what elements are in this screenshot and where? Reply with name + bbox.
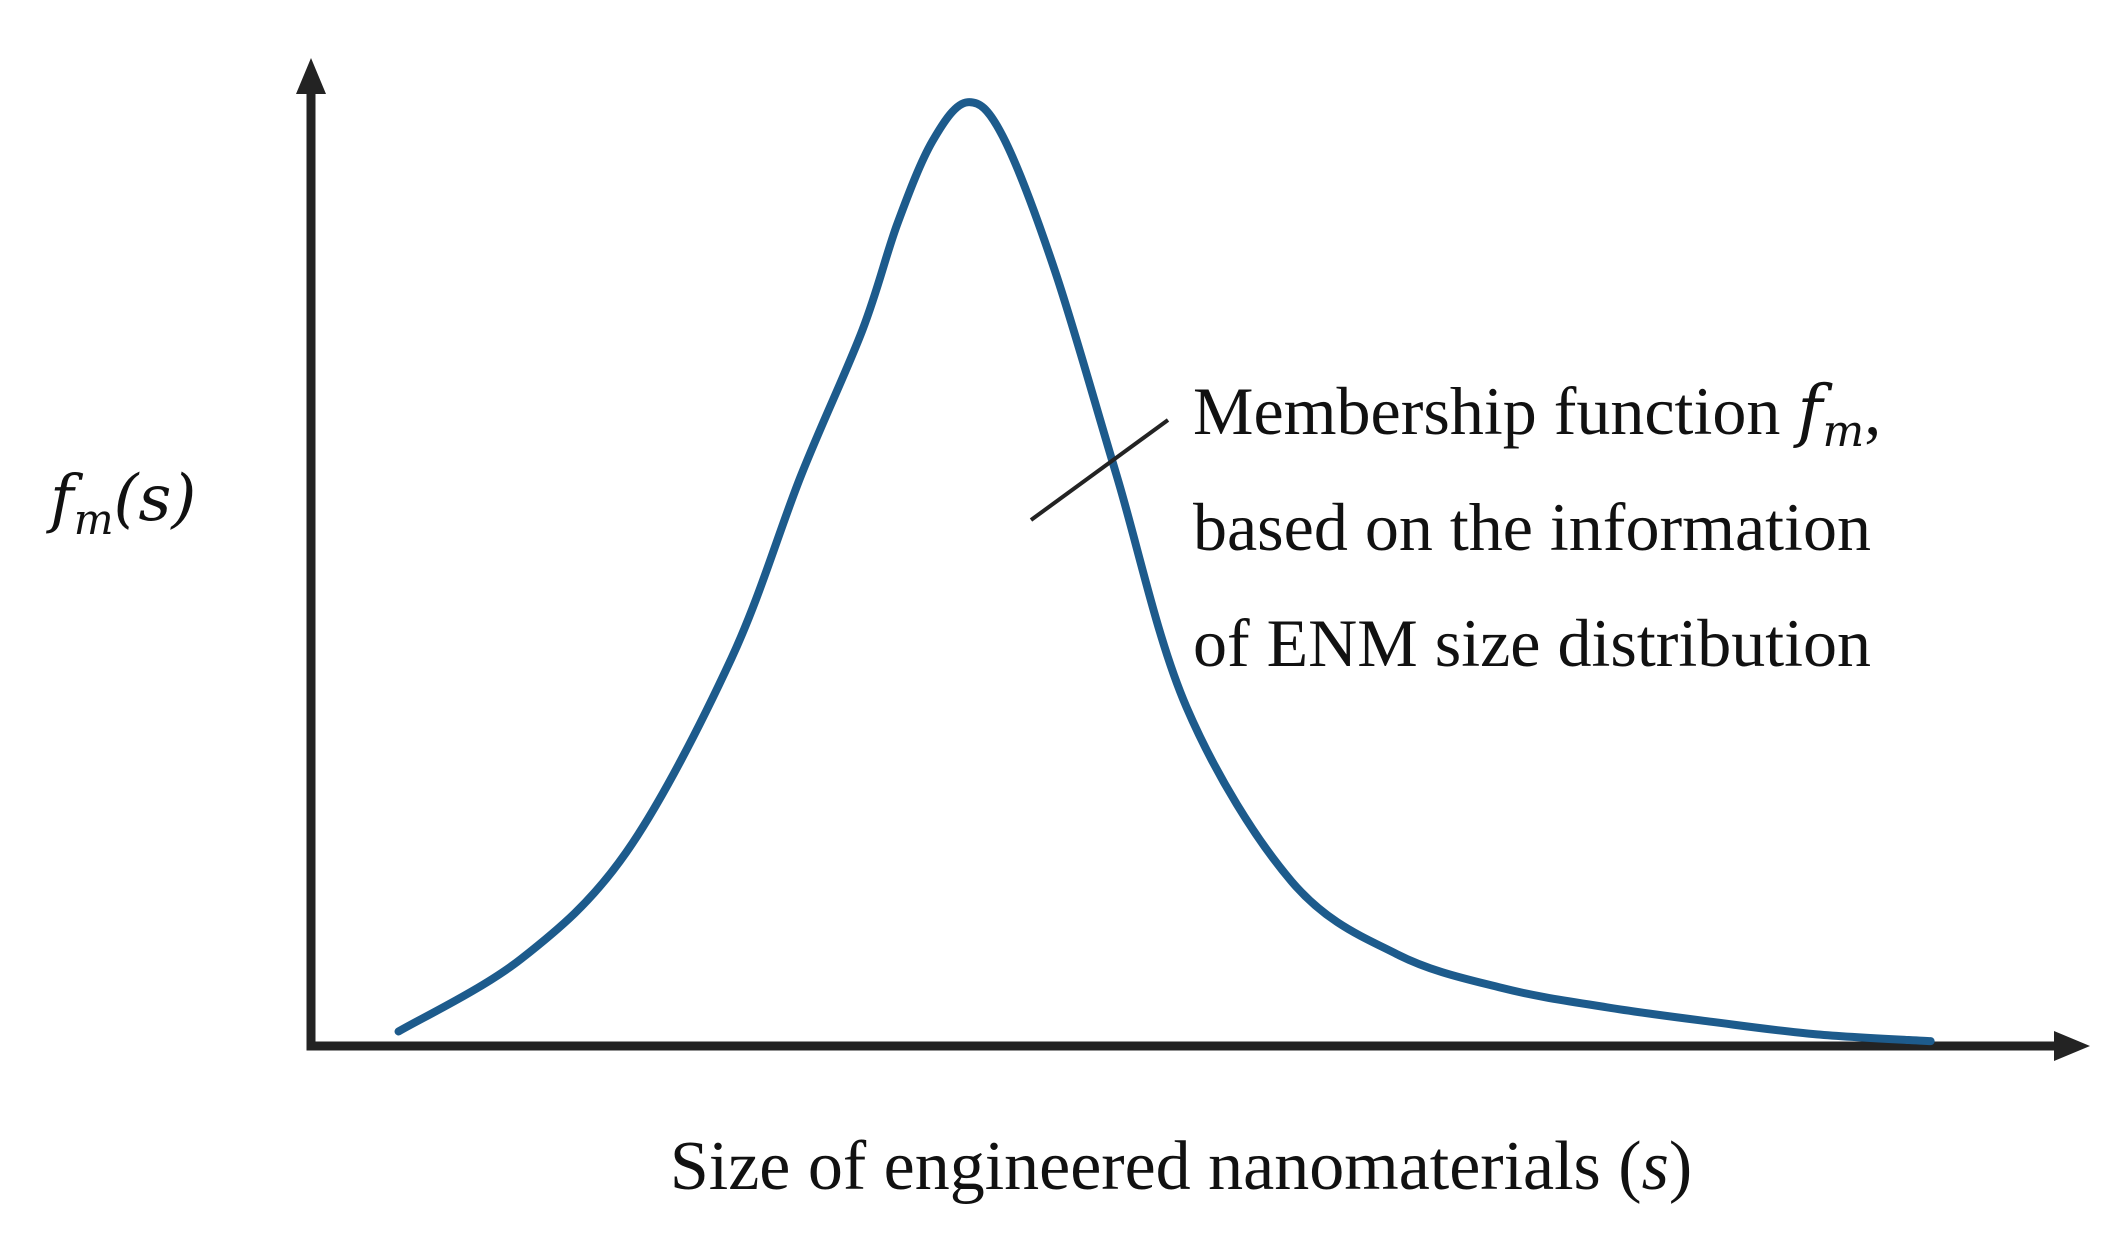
- y-axis-label: fm(s): [46, 462, 196, 544]
- annotation-leader-line: [1029, 418, 1170, 522]
- annotation-line-1-prefix: Membership function: [1193, 373, 1797, 449]
- membership-curve-line: [394, 98, 1935, 1046]
- annotation-line-3: of ENM size distribution: [1193, 605, 1871, 681]
- membership-annotation: Membership function fm, based on the inf…: [1193, 372, 1881, 681]
- x-axis-arrowhead: [2054, 1031, 2090, 1061]
- x-axis-label-suffix: ): [1669, 1128, 1692, 1205]
- y-axis-arrowhead: [296, 58, 326, 94]
- annotation-line-1: Membership function fm,: [1193, 372, 1881, 457]
- y-axis-label-argument: (s): [114, 462, 197, 536]
- plot-axes: [296, 58, 2090, 1061]
- x-axis-label-variable: s: [1642, 1128, 1669, 1205]
- y-axis-label-subscript: m: [74, 495, 114, 544]
- annotation-line-1-suffix: ,: [1864, 373, 1881, 449]
- annotation-line-2: based on the information: [1193, 489, 1871, 565]
- annotation-line-1-subscript: m: [1823, 406, 1865, 457]
- x-axis-label: Size of engineered nanomaterials (s): [670, 1128, 1692, 1205]
- x-axis-label-prefix: Size of engineered nanomaterials (: [670, 1128, 1642, 1205]
